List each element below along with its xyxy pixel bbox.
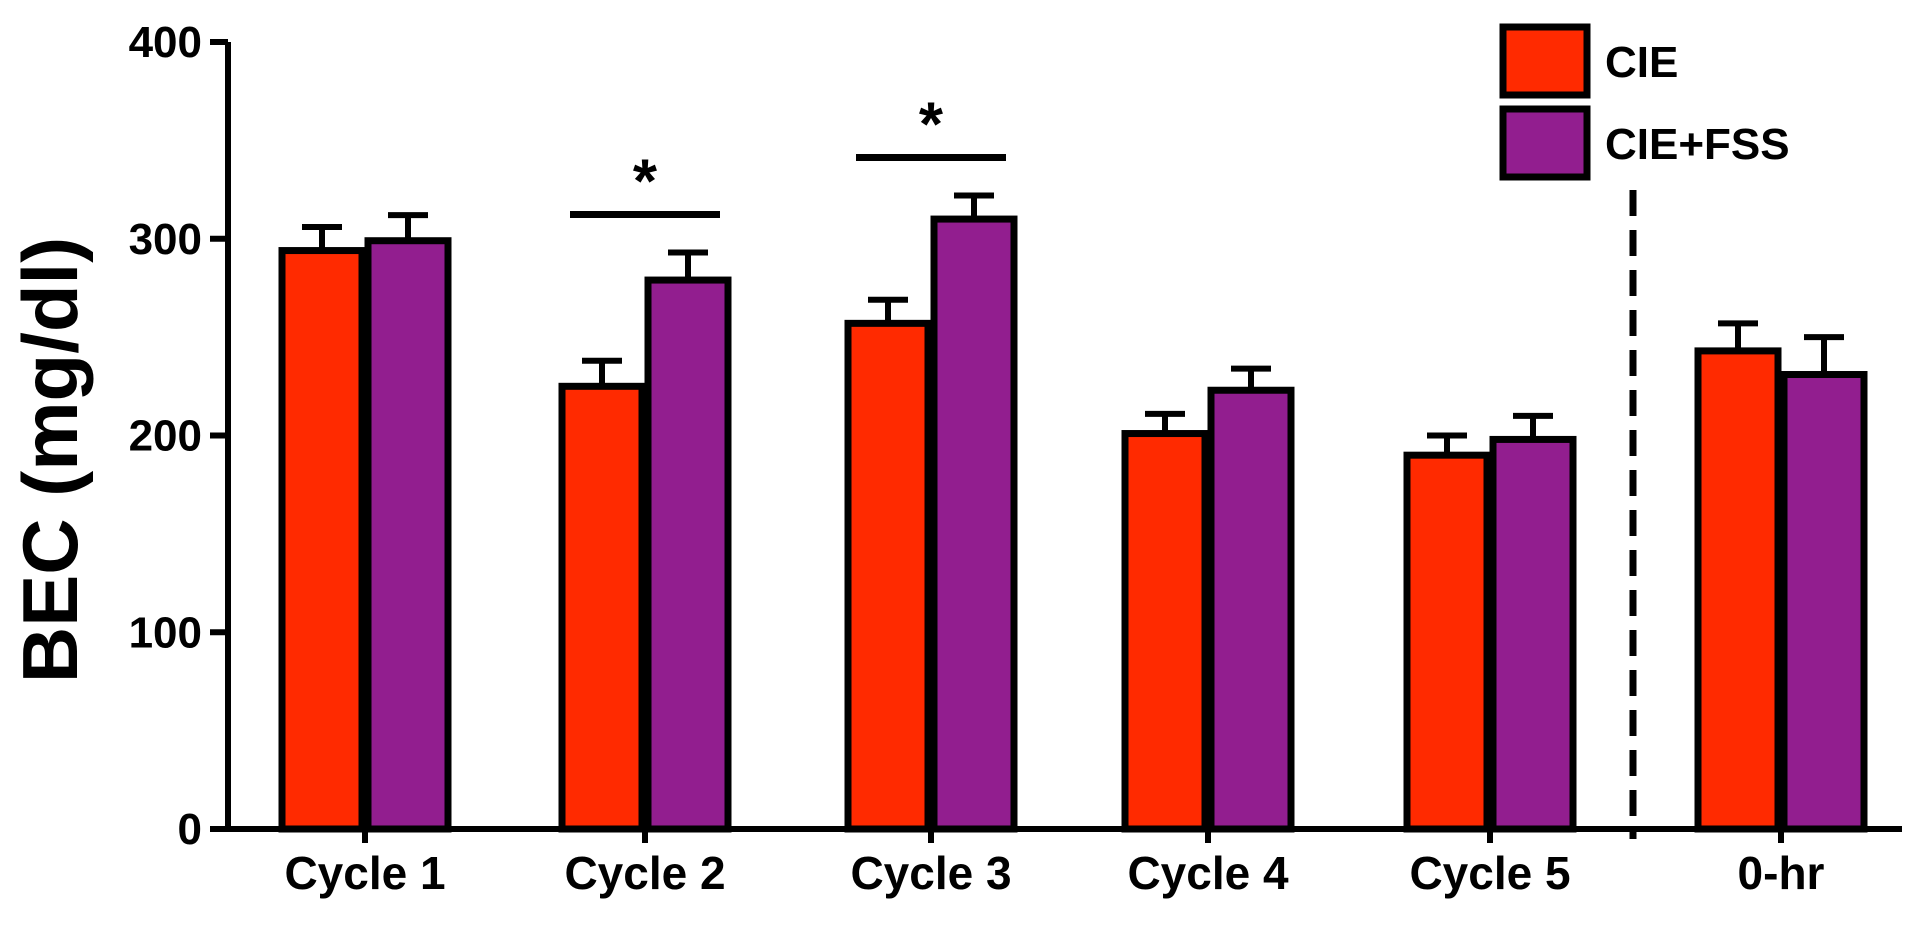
legend: CIE CIE+FSS (1499, 23, 1790, 181)
significance-star: * (633, 148, 658, 217)
legend-label-cie: CIE (1605, 38, 1678, 87)
y-tick-label: 300 (129, 215, 202, 264)
y-axis-title: BEC (mg/dl) (6, 237, 94, 683)
bar-cie-fss (1489, 435, 1577, 833)
x-tick-label: Cycle 1 (284, 847, 445, 899)
annotations: ** (570, 90, 1637, 839)
y-tick-label: 200 (129, 412, 202, 461)
y-tick-label: 400 (129, 18, 202, 67)
bar-cie-fss (1780, 371, 1868, 833)
bar-cie (278, 247, 366, 833)
x-tick-label: Cycle 4 (1127, 847, 1289, 899)
y-tick-label: 0 (178, 805, 202, 854)
bar-cie (1694, 347, 1782, 833)
legend-swatch-cie (1499, 23, 1591, 99)
bar-cie-fss (1207, 386, 1295, 833)
legend-swatch-cie-fss (1499, 105, 1591, 181)
bar-cie (558, 382, 646, 833)
bar-cie (844, 319, 932, 833)
x-tick-label: Cycle 2 (564, 847, 725, 899)
x-tick-label: Cycle 5 (1409, 847, 1570, 899)
bar-cie (1121, 430, 1209, 833)
significance-star: * (919, 90, 944, 159)
x-tick-label: Cycle 3 (850, 847, 1011, 899)
legend-label-cie-fss: CIE+FSS (1605, 120, 1790, 169)
y-axis: 0 100 200 300 400 (129, 18, 231, 854)
y-tick-label: 100 (129, 608, 202, 657)
x-axis: Cycle 1 Cycle 2 Cycle 3 Cycle 4 Cycle 5 0-hr (225, 826, 1902, 899)
bars (278, 192, 1868, 833)
bar-cie (1403, 451, 1491, 833)
x-tick-label: 0-hr (1738, 847, 1825, 899)
bar-cie-fss (644, 276, 732, 833)
bar-cie-fss (930, 215, 1018, 833)
bar-cie-fss (364, 237, 452, 833)
